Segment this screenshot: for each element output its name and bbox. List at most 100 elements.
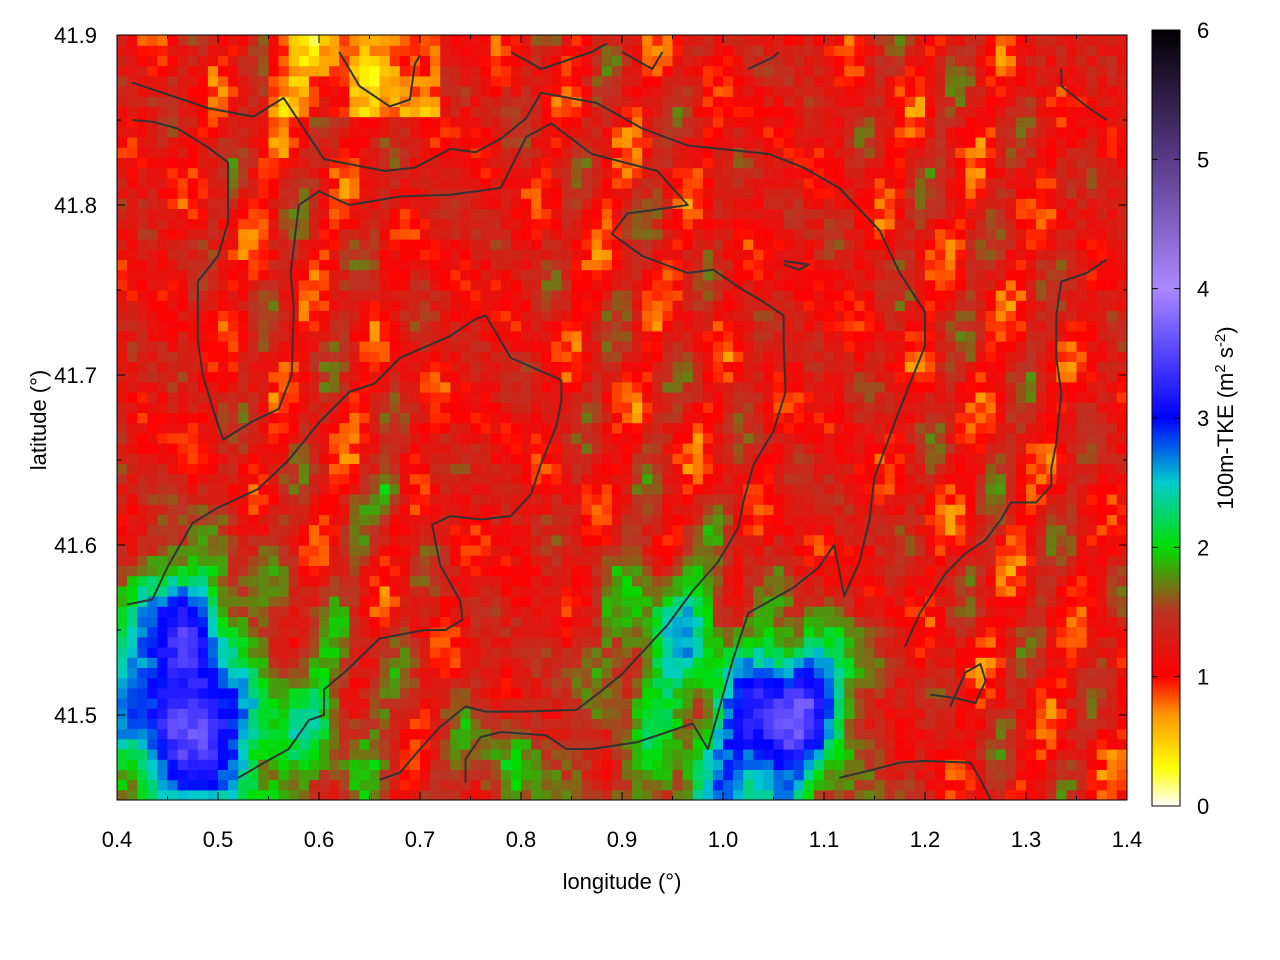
heatmap-cell bbox=[480, 626, 492, 638]
heatmap-cell bbox=[763, 647, 775, 658]
heatmap-cell bbox=[975, 749, 987, 760]
heatmap-cell bbox=[571, 779, 583, 791]
heatmap-cell bbox=[157, 687, 169, 699]
heatmap-cell bbox=[622, 351, 633, 362]
heatmap-cell bbox=[925, 708, 936, 719]
heatmap-cell bbox=[834, 453, 845, 464]
heatmap-cell bbox=[854, 290, 865, 301]
heatmap-cell bbox=[1015, 616, 1027, 628]
heatmap-cell bbox=[207, 698, 219, 709]
heatmap-cell bbox=[430, 769, 441, 781]
heatmap-cell bbox=[399, 330, 411, 342]
heatmap-cell bbox=[480, 749, 492, 760]
heatmap-cell bbox=[995, 759, 1007, 770]
heatmap-cell bbox=[127, 320, 138, 332]
heatmap-cell bbox=[985, 545, 997, 556]
heatmap-cell bbox=[753, 381, 764, 393]
heatmap-cell bbox=[460, 626, 472, 638]
heatmap-cell bbox=[824, 749, 835, 760]
heatmap-cell bbox=[207, 575, 219, 587]
heatmap-cell bbox=[561, 514, 573, 526]
heatmap-cell bbox=[389, 718, 401, 730]
heatmap-cell bbox=[248, 412, 259, 424]
heatmap-cell bbox=[268, 555, 280, 566]
heatmap-cell bbox=[783, 555, 795, 566]
heatmap-cell bbox=[177, 351, 189, 362]
heatmap-cell bbox=[288, 534, 300, 546]
heatmap-cell bbox=[521, 320, 532, 332]
heatmap-cell bbox=[723, 300, 734, 311]
heatmap-cell bbox=[1066, 708, 1078, 719]
heatmap-cell bbox=[611, 453, 623, 464]
heatmap-cell bbox=[329, 483, 340, 495]
heatmap-cell bbox=[692, 534, 704, 546]
heatmap-cell bbox=[985, 494, 997, 505]
heatmap-cell bbox=[177, 596, 189, 607]
heatmap-cell bbox=[803, 534, 815, 546]
heatmap-cell bbox=[783, 290, 795, 301]
heatmap-cell bbox=[399, 494, 411, 505]
heatmap-cell bbox=[773, 504, 785, 515]
heatmap-cell bbox=[167, 647, 179, 658]
heatmap-cell bbox=[935, 341, 946, 352]
heatmap-cell bbox=[914, 371, 926, 383]
heatmap-cell bbox=[298, 585, 310, 597]
heatmap-cell bbox=[298, 402, 310, 413]
heatmap-cell bbox=[632, 616, 643, 628]
heatmap-cell bbox=[531, 677, 542, 689]
heatmap-cell bbox=[1005, 381, 1017, 393]
heatmap-cell bbox=[147, 708, 158, 719]
heatmap-cell bbox=[409, 728, 421, 740]
heatmap-cell bbox=[692, 361, 704, 373]
heatmap-cell bbox=[601, 341, 613, 352]
heatmap-cell bbox=[571, 687, 583, 699]
heatmap-cell bbox=[834, 647, 845, 658]
heatmap-cell bbox=[238, 677, 249, 689]
heatmap-cell bbox=[581, 330, 593, 342]
heatmap-cell bbox=[652, 636, 663, 648]
heatmap-cell bbox=[864, 698, 876, 709]
heatmap-cell bbox=[904, 759, 916, 770]
heatmap-cell bbox=[1086, 626, 1098, 638]
heatmap-cell bbox=[1066, 473, 1078, 485]
heatmap-cell bbox=[1046, 728, 1057, 740]
heatmap-cell bbox=[460, 636, 472, 648]
heatmap-cell bbox=[824, 392, 835, 403]
heatmap-cell bbox=[450, 402, 461, 413]
heatmap-cell bbox=[712, 381, 724, 393]
heatmap-cell bbox=[167, 708, 179, 719]
heatmap-cell bbox=[319, 585, 330, 597]
heatmap-cell bbox=[359, 504, 371, 515]
heatmap-cell bbox=[369, 463, 381, 475]
heatmap-cell bbox=[793, 769, 805, 781]
heatmap-cell bbox=[1086, 320, 1098, 332]
heatmap-cell bbox=[601, 789, 613, 800]
heatmap-cell bbox=[510, 636, 522, 648]
heatmap-cell bbox=[743, 565, 754, 577]
heatmap-cell bbox=[1046, 483, 1057, 495]
heatmap-cell bbox=[157, 749, 169, 760]
heatmap-cell bbox=[409, 575, 421, 587]
heatmap-cell bbox=[925, 565, 936, 577]
heatmap-cell bbox=[965, 769, 977, 781]
heatmap-cell bbox=[1036, 647, 1047, 658]
heatmap-cell bbox=[137, 300, 148, 311]
heatmap-cell bbox=[197, 310, 209, 322]
heatmap-cell bbox=[218, 371, 229, 383]
heatmap-cell bbox=[955, 698, 966, 709]
heatmap-cell bbox=[914, 779, 926, 791]
heatmap-cell bbox=[521, 402, 532, 413]
heatmap-cell bbox=[268, 575, 280, 587]
heatmap-cell bbox=[803, 290, 815, 301]
heatmap-cell bbox=[1046, 575, 1057, 587]
heatmap-cell bbox=[632, 320, 643, 332]
heatmap-cell bbox=[733, 718, 744, 730]
heatmap-cell bbox=[813, 565, 825, 577]
heatmap-cell bbox=[1096, 402, 1108, 413]
heatmap-cell bbox=[308, 432, 320, 444]
heatmap-cell bbox=[965, 524, 977, 536]
heatmap-cell bbox=[985, 453, 997, 464]
heatmap-cell bbox=[510, 789, 522, 800]
heatmap-cell bbox=[278, 310, 290, 322]
heatmap-cell bbox=[450, 473, 461, 485]
